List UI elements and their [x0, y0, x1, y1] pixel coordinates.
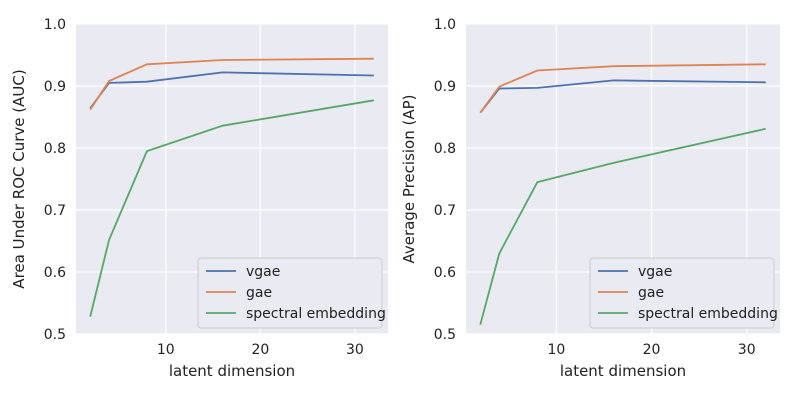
y-tick-label: 0.9 [434, 79, 456, 95]
x-tick-label: 10 [547, 342, 565, 358]
x-tick-label: 30 [738, 342, 756, 358]
series-line-gae [89, 57, 374, 111]
legend-box [197, 257, 383, 329]
tick-labels: 0.5 0.6 0.7 0.8 0.9 1.0 10 20 30 [44, 17, 364, 358]
ap-panel: 0.5 0.6 0.7 0.8 0.9 1.0 10 20 30 vgae gae spectral… [400, 17, 780, 380]
y-tick-label: 1.0 [434, 17, 456, 33]
x-tick-label: 10 [157, 342, 175, 358]
x-axis-label: latent dimension [560, 362, 686, 380]
y-tick-label: 0.5 [44, 327, 66, 343]
x-tick-label: 20 [251, 342, 269, 358]
y-tick-label: 0.6 [44, 265, 66, 281]
legend-entry-label: gae [638, 285, 664, 301]
legend-entry-label: gae [246, 285, 272, 301]
y-axis-label: Average Precision (AP) [400, 94, 418, 263]
y-tick-label: 0.8 [434, 141, 456, 157]
series-line-spectral-embedding [479, 127, 766, 325]
tick-labels: 0.5 0.6 0.7 0.8 0.9 1.0 10 20 30 [434, 17, 756, 358]
legend-entry-label: vgae [638, 264, 672, 280]
auc-panel: 0.5 0.6 0.7 0.8 0.9 1.0 10 20 30 vgae gae spectral… [10, 17, 388, 380]
y-tick-label: 0.7 [434, 203, 456, 219]
y-tick-label: 0.8 [44, 141, 66, 157]
y-tick-label: 0.7 [44, 203, 66, 219]
series-line-gae [479, 63, 766, 114]
y-tick-label: 0.6 [434, 265, 456, 281]
legend: vgae gae spectral embedding [197, 257, 386, 329]
legend: vgae gae spectral embedding [589, 257, 778, 329]
x-tick-label: 20 [643, 342, 661, 358]
y-axis-label: Area Under ROC Curve (AUC) [10, 69, 28, 288]
legend-entry-label: vgae [246, 264, 280, 280]
y-tick-label: 1.0 [44, 17, 66, 33]
x-tick-label: 30 [346, 342, 364, 358]
y-tick-label: 0.5 [434, 327, 456, 343]
series-line-spectral-embedding [89, 99, 374, 317]
series-lines [479, 63, 766, 325]
legend-entry-label: spectral embedding [246, 306, 386, 322]
legend-box [589, 257, 775, 329]
legend-entry-label: spectral embedding [638, 306, 778, 322]
series-lines [89, 57, 374, 317]
y-tick-label: 0.9 [44, 79, 66, 95]
x-axis-label: latent dimension [169, 362, 295, 380]
